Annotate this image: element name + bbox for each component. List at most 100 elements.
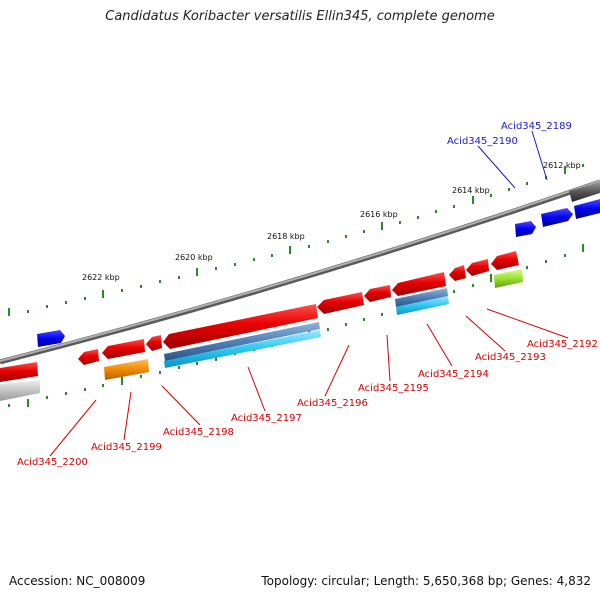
gene-label-acid345-2199: Acid345_2199 (91, 442, 162, 453)
callout-line (49, 399, 97, 457)
tick (381, 222, 383, 230)
tick (289, 246, 291, 254)
genome-summary-text: Topology: circular; Length: 5,650,368 bp… (261, 574, 591, 588)
tick (345, 323, 347, 326)
tick (564, 254, 566, 257)
tick (582, 164, 584, 167)
gene-label-acid345-2198: Acid345_2198 (163, 427, 234, 438)
gene-label-acid345-2200: Acid345_2200 (17, 457, 88, 468)
tick (215, 267, 217, 270)
scale-label: 2614 kbp (452, 186, 490, 195)
tick (526, 266, 528, 269)
callout-line (477, 145, 516, 189)
callout-line (247, 366, 266, 412)
tick (121, 289, 123, 292)
tick (327, 240, 329, 243)
tick (178, 366, 180, 369)
scale-label: 2622 kbp (82, 273, 120, 282)
gene-feature (104, 359, 149, 380)
scale-label: 2620 kbp (175, 253, 213, 262)
tick (472, 196, 474, 204)
tick (381, 313, 383, 316)
tick (102, 384, 104, 387)
scale-label: 2618 kbp (267, 232, 305, 241)
callout-line (531, 130, 548, 181)
tick (363, 230, 365, 233)
gene-label-acid345-2192: Acid345_2192 (527, 339, 598, 350)
tick (234, 263, 236, 266)
genome-title: Candidatus Koribacter versatilis Ellin34… (105, 9, 495, 24)
tick (564, 166, 566, 174)
gene-feature (164, 322, 320, 361)
gene-label-acid345-2195: Acid345_2195 (358, 383, 429, 394)
callout-line (123, 391, 132, 441)
tick (490, 274, 492, 282)
tick (159, 371, 161, 374)
callout-line (465, 315, 506, 352)
tick (453, 290, 455, 293)
tick (417, 216, 419, 219)
gene-arrow (0, 380, 40, 401)
gene-arrow (0, 362, 38, 382)
gene-arrow (392, 272, 446, 296)
gene-arrow (146, 335, 162, 351)
tick (8, 404, 10, 407)
tick (253, 258, 255, 261)
callout-line (161, 385, 201, 426)
tick (46, 305, 48, 308)
gene-label-acid345-2196: Acid345_2196 (297, 398, 368, 409)
tick (308, 245, 310, 248)
gene-arrow (574, 199, 600, 219)
callout-line (386, 334, 391, 382)
tick (196, 268, 198, 276)
gene-arrow (78, 349, 99, 365)
tick (102, 290, 104, 298)
gene-feature (395, 288, 448, 307)
gene-arrow (515, 221, 536, 237)
gene-feature (396, 296, 449, 315)
scale-label: 2616 kbp (360, 210, 398, 219)
gene-label-acid345-2190: Acid345_2190 (447, 136, 518, 147)
tick (8, 308, 10, 316)
callout-line (324, 344, 350, 397)
tick (84, 297, 86, 300)
callout-line (486, 308, 569, 339)
tick (453, 205, 455, 208)
gene-labels: Acid345_2189 Acid345_2190 Acid345_2192 A… (17, 121, 598, 468)
gene-label-acid345-2189: Acid345_2189 (501, 121, 572, 132)
gene-arrow (37, 330, 65, 347)
callout-line (426, 323, 453, 367)
inner-strand-genes (0, 251, 523, 401)
gene-arrow (102, 339, 145, 359)
tick (582, 244, 584, 252)
tick (65, 392, 67, 395)
gene-arrow (491, 251, 519, 270)
tick (345, 235, 347, 238)
tick (27, 310, 29, 313)
tick (490, 194, 492, 197)
tick (526, 182, 528, 185)
tick (140, 285, 142, 288)
genome-backbone (0, 179, 600, 365)
tick (178, 276, 180, 279)
gene-label-acid345-2194: Acid345_2194 (418, 369, 489, 380)
tick (27, 399, 29, 407)
scale-labels: 2612 kbp 2614 kbp 2616 kbp 2618 kbp 2620… (82, 161, 581, 282)
gene-arrow (466, 259, 489, 276)
gene-feature (164, 330, 321, 368)
gene-label-acid345-2193: Acid345_2193 (475, 352, 546, 363)
tick (399, 221, 401, 224)
tick (196, 362, 198, 365)
gene-feature (494, 269, 523, 288)
gene-arrow (569, 182, 600, 202)
tick (435, 210, 437, 213)
tick (545, 260, 547, 263)
tick (159, 280, 161, 283)
tick (140, 375, 142, 378)
tick (121, 377, 123, 385)
tick (46, 396, 48, 399)
gene-arrow (541, 208, 573, 227)
gene-arrow (317, 292, 364, 314)
tick (327, 328, 329, 331)
